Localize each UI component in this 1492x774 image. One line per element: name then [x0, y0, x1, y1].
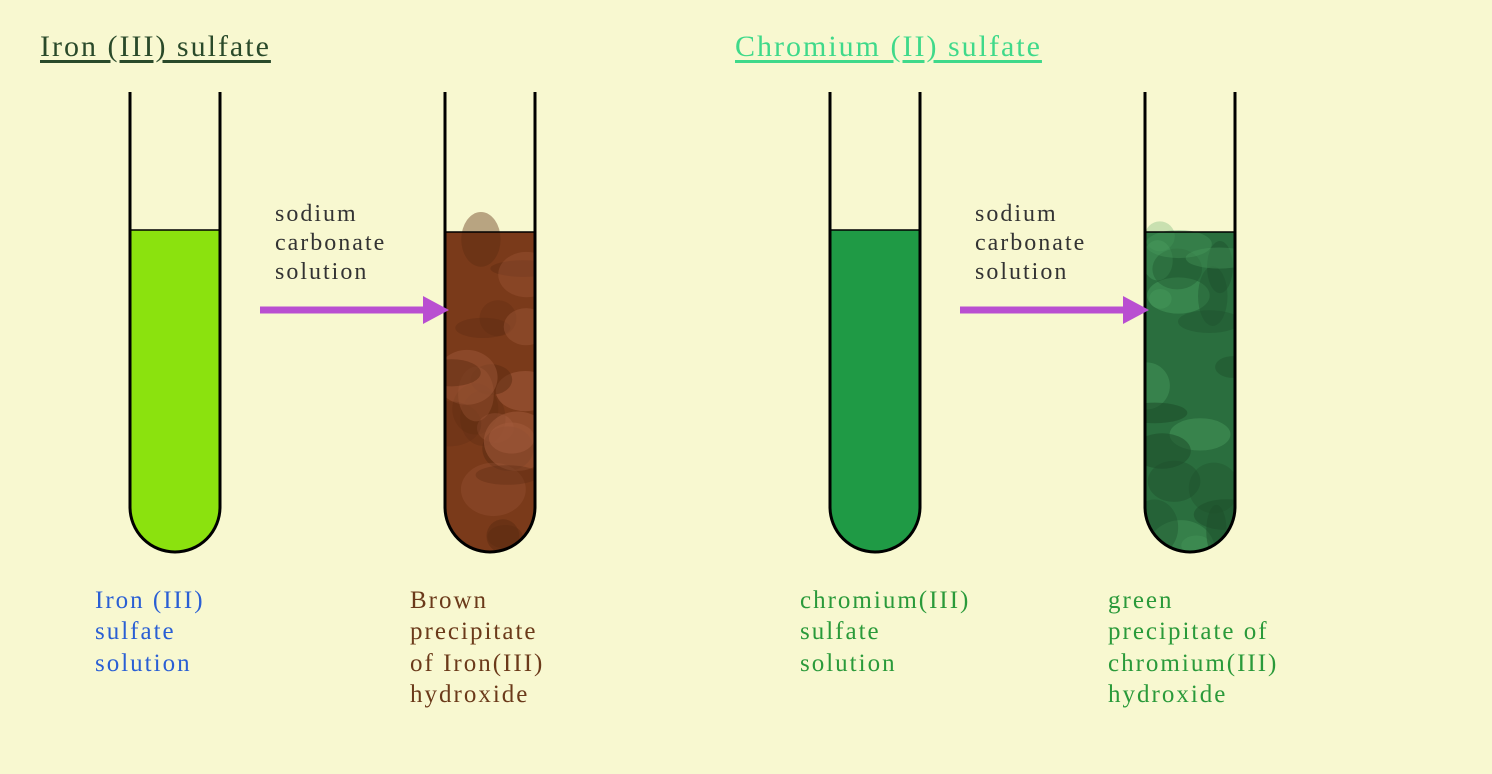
tube-iron-1 — [127, 89, 223, 555]
label-chromium-2: green precipitate of chromium(III) hydro… — [1108, 585, 1278, 710]
tube-chromium-1 — [827, 89, 923, 555]
arrow-chromium — [958, 285, 1167, 335]
title-iron: Iron (III) sulfate — [40, 30, 271, 64]
title-chromium: Chromium (II) sulfate — [735, 30, 1042, 64]
diagram-canvas: Iron (III) sulfate Chromium (II) sulfate… — [0, 0, 1492, 774]
arrow-label-chromium: sodium carbonate solution — [975, 200, 1086, 286]
label-iron-1: Iron (III) sulfate solution — [95, 585, 205, 679]
arrow-iron — [258, 285, 467, 335]
arrow-label-iron: sodium carbonate solution — [275, 200, 386, 286]
label-chromium-1: chromium(III) sulfate solution — [800, 585, 970, 679]
label-iron-2: Brown precipitate of Iron(III) hydroxide — [410, 585, 544, 710]
